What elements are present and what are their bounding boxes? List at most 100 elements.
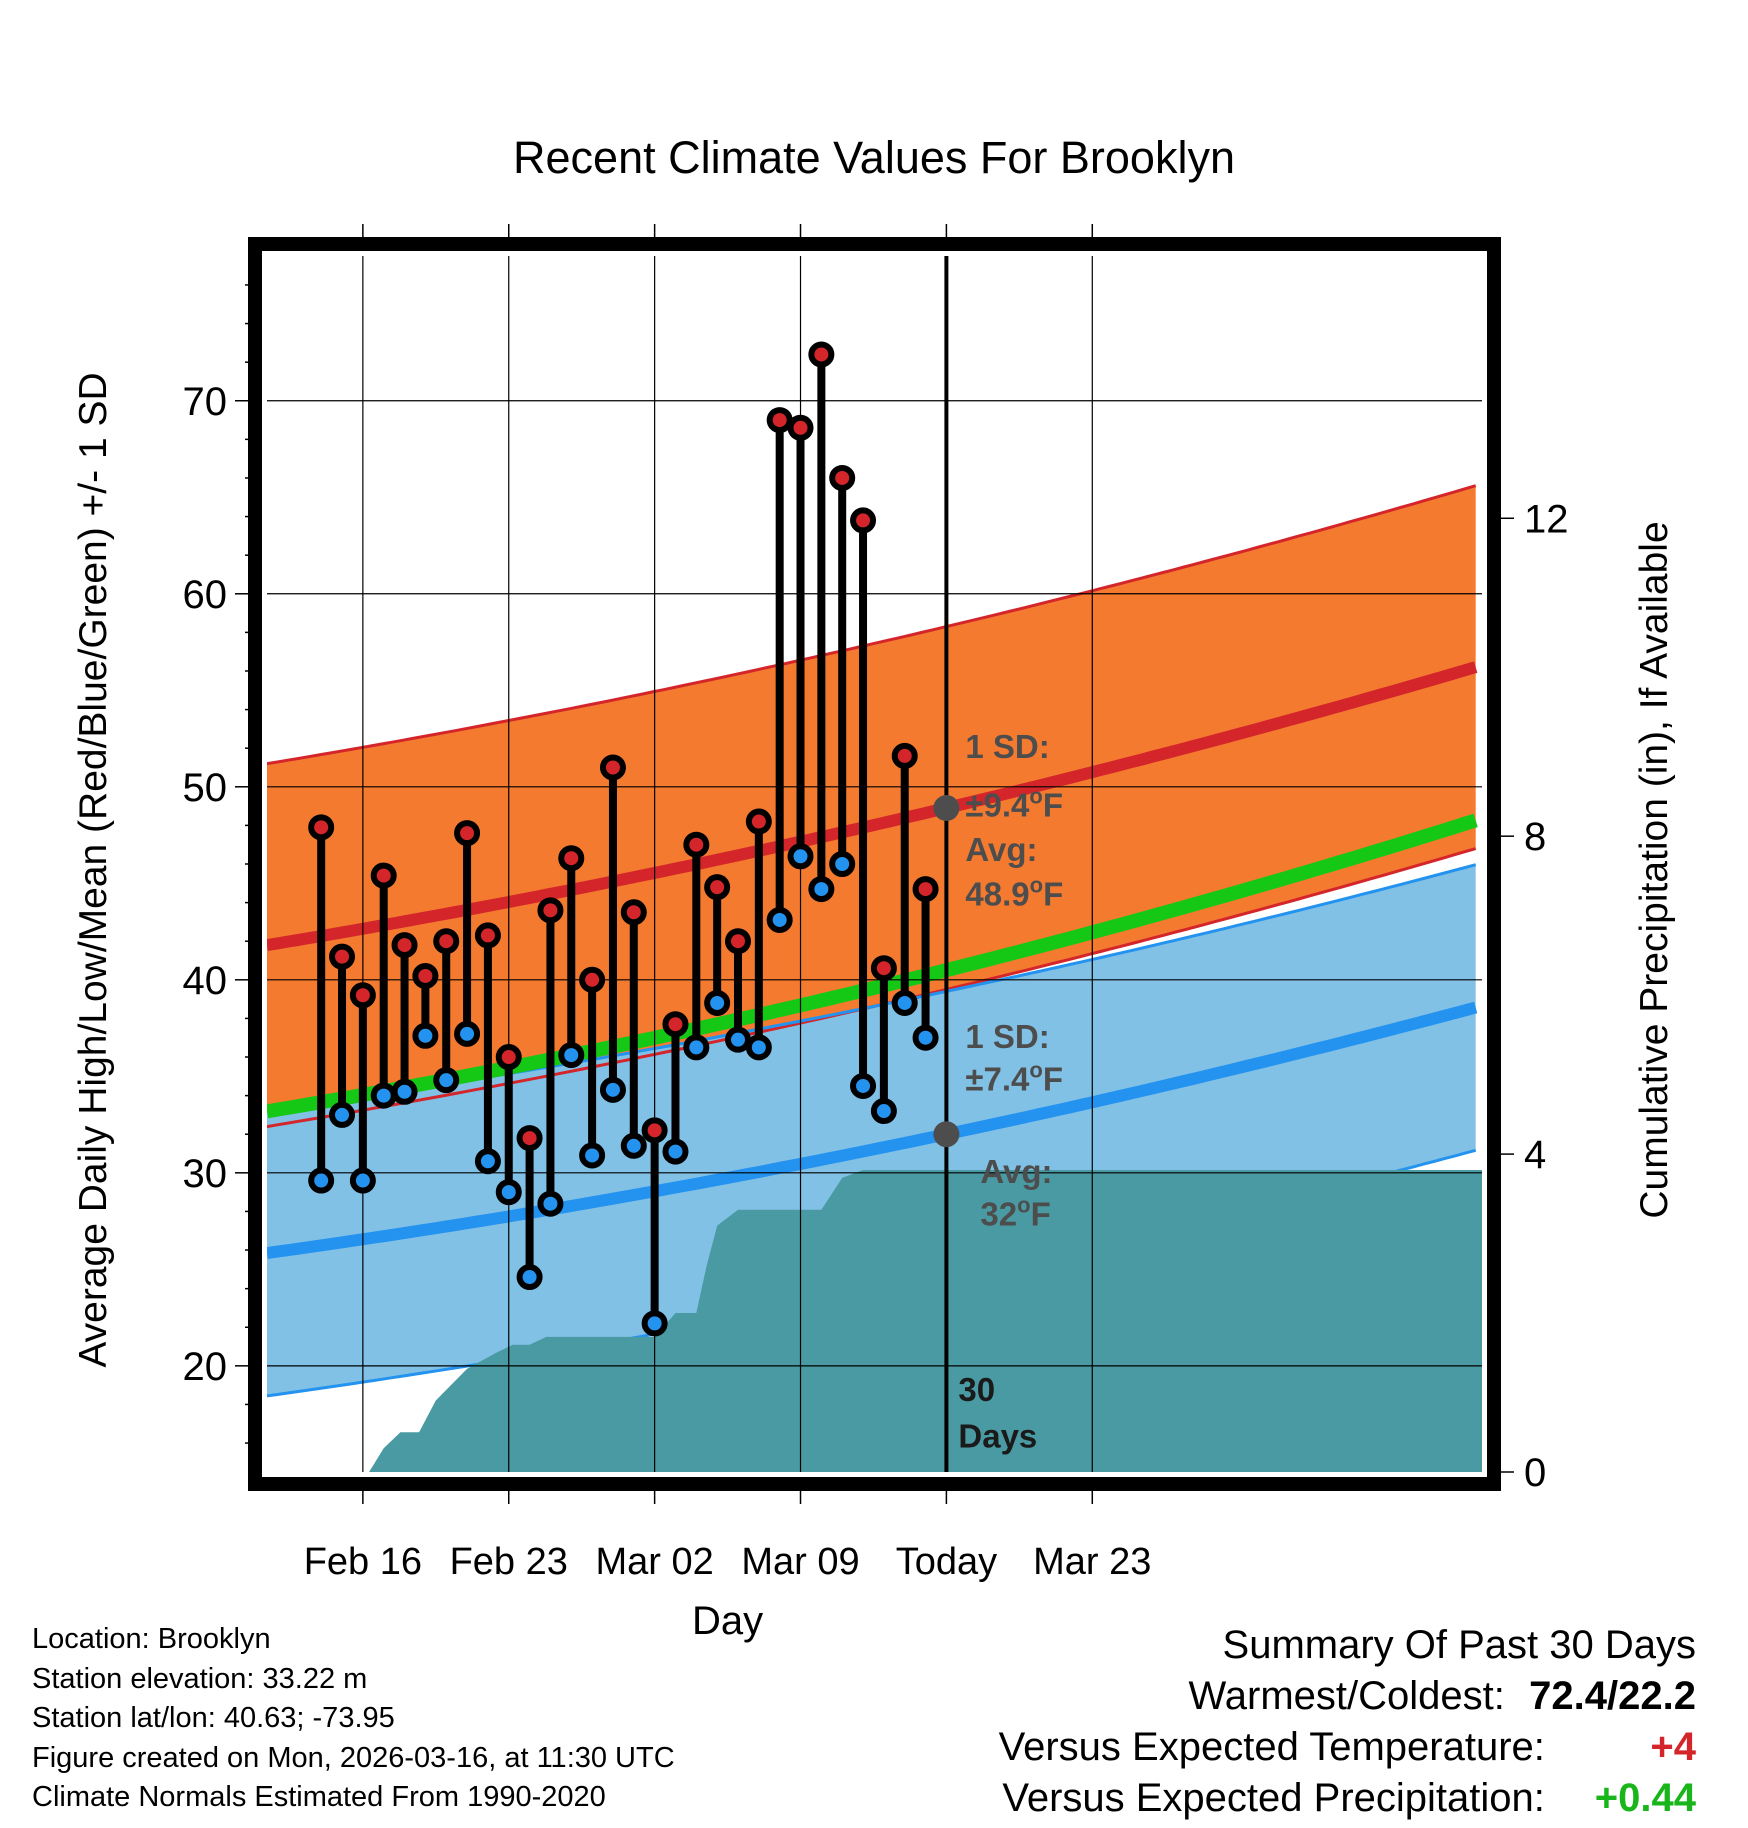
plot-area xyxy=(267,256,1482,1472)
days-label-text: Days xyxy=(958,1417,1037,1454)
y-tick-label: 30 xyxy=(183,1152,228,1196)
today-low-avg-marker xyxy=(933,1121,960,1148)
daily-low-point xyxy=(829,851,856,877)
high-sd-value: ±9.4oF xyxy=(965,783,1063,823)
daily-low-point xyxy=(620,1132,647,1159)
y2-axis-label: Cumulative Precipitation (in), If Availa… xyxy=(1633,521,1676,1218)
precip-value: +0.44 xyxy=(1594,1776,1696,1820)
x-tick-label: Mar 02 xyxy=(595,1541,713,1583)
daily-high-point xyxy=(454,820,481,847)
daily-low-point xyxy=(662,1138,689,1165)
summary-temp: Versus Expected Temperature: +4 xyxy=(999,1722,1696,1773)
chart-title: Recent Climate Values For Brooklyn xyxy=(513,132,1235,183)
daily-high-point xyxy=(412,962,439,989)
daily-high-point xyxy=(766,407,793,434)
daily-low-point xyxy=(370,1082,397,1109)
summary-title: Summary Of Past 30 Days xyxy=(1222,1623,1696,1667)
low-sd-band xyxy=(267,864,1476,1396)
daily-high-point xyxy=(391,932,418,959)
daily-high-point xyxy=(724,928,751,955)
daily-low-point xyxy=(516,1264,543,1291)
daily-high-point xyxy=(745,808,772,835)
station-info: Location: Brooklyn Station elevation: 33… xyxy=(32,1620,675,1818)
low-sd-value: ±7.4oF xyxy=(965,1058,1063,1098)
daily-low-point xyxy=(912,1024,939,1051)
y2-tick-label: 12 xyxy=(1524,497,1569,541)
daily-high-point xyxy=(349,982,376,1009)
daily-high-point xyxy=(329,943,356,970)
summary-warm-cold: Warmest/Coldest: 72.4/22.2 xyxy=(999,1671,1697,1722)
daily-low-point xyxy=(787,843,814,870)
daily-high-point xyxy=(433,928,460,955)
warm-cold-value: 72.4/22.2 xyxy=(1529,1674,1696,1718)
summary-panel: Summary Of Past 30 Days Warmest/Coldest:… xyxy=(999,1620,1696,1824)
daily-low-point xyxy=(433,1067,460,1094)
y-tick-label: 40 xyxy=(183,959,228,1003)
daily-high-point xyxy=(516,1125,543,1152)
x-tick-label: Feb 23 xyxy=(450,1541,568,1583)
daily-low-point xyxy=(412,1022,439,1049)
normals-text: Climate Normals Estimated From 1990-2020 xyxy=(32,1781,606,1813)
x-tick-label: Mar 23 xyxy=(1033,1541,1151,1583)
daily-low-point xyxy=(870,1098,897,1125)
y-axis-label: Average Daily High/Low/Mean (Red/Blue/Gr… xyxy=(72,372,115,1367)
y2-tick-label: 8 xyxy=(1524,815,1546,859)
temp-label: Versus Expected Temperature: xyxy=(998,1725,1545,1769)
daily-low-point xyxy=(766,906,793,933)
precip-label: Versus Expected Precipitation: xyxy=(1002,1776,1545,1820)
daily-high-point xyxy=(683,831,710,858)
warm-cold-label: Warmest/Coldest: xyxy=(1188,1674,1505,1718)
daily-low-point xyxy=(329,1101,356,1128)
low-avg-label: Avg: xyxy=(980,1153,1052,1190)
daily-low-point xyxy=(724,1026,751,1053)
precip-area xyxy=(267,1170,1482,1472)
daily-high-point xyxy=(579,966,606,993)
daily-low-point xyxy=(349,1167,376,1194)
daily-low-point xyxy=(308,1167,335,1194)
high-avg-value: 48.9oF xyxy=(965,872,1063,912)
daily-low-point xyxy=(641,1310,668,1337)
latlon-text: Station lat/lon: 40.63; -73.95 xyxy=(32,1702,395,1734)
location-text: Location: Brooklyn xyxy=(32,1623,271,1655)
daily-high-point xyxy=(474,922,501,949)
daily-low-point xyxy=(454,1020,481,1047)
daily-high-point xyxy=(308,814,335,841)
daily-low-point xyxy=(891,989,918,1016)
x-tick-label: Today xyxy=(896,1541,997,1583)
daily-low-point xyxy=(474,1148,501,1175)
daily-low-point xyxy=(537,1190,564,1217)
y-axis-right: 0 4 8 12 xyxy=(1501,497,1569,1495)
low-avg-value: 32oF xyxy=(980,1193,1050,1233)
y-axis-left: 20 30 40 50 60 70 xyxy=(183,284,248,1444)
plot-frame xyxy=(248,237,1501,1491)
high-sd-upper-line xyxy=(267,484,1477,766)
daily-high-point xyxy=(537,897,564,924)
daily-high-point xyxy=(808,341,835,368)
x-tick-label: Feb 16 xyxy=(304,1541,422,1583)
summary-precip: Versus Expected Precipitation: +0.44 xyxy=(999,1773,1696,1824)
daily-low-point xyxy=(579,1142,606,1169)
daily-low-point xyxy=(599,1076,626,1103)
y2-tick-label: 4 xyxy=(1524,1133,1546,1177)
x-axis: Feb 16 Feb 23 Mar 02 Mar 09 Today Mar 23 Day xyxy=(304,224,1151,1643)
y-tick-label: 70 xyxy=(183,380,228,424)
created-text: Figure created on Mon, 2026-03-16, at 11… xyxy=(32,1741,675,1774)
daily-high-point xyxy=(599,754,626,781)
daily-low-point xyxy=(558,1042,585,1069)
daily-high-point xyxy=(787,414,814,441)
y-tick-label: 60 xyxy=(183,573,228,617)
daily-high-point xyxy=(641,1117,668,1144)
daily-high-point xyxy=(704,874,731,901)
daily-low-point xyxy=(391,1078,418,1105)
daily-high-point xyxy=(662,1011,689,1038)
daily-low-point xyxy=(683,1034,710,1061)
daily-high-point xyxy=(891,742,918,769)
daily-high-point xyxy=(495,1044,522,1071)
y2-tick-label: 0 xyxy=(1524,1451,1546,1495)
elevation-text: Station elevation: 33.22 m xyxy=(32,1662,368,1695)
daily-low-point xyxy=(704,989,731,1016)
x-axis-label: Day xyxy=(692,1599,763,1643)
days-label-number: 30 xyxy=(958,1371,995,1408)
low-avg-line xyxy=(267,1001,1478,1260)
